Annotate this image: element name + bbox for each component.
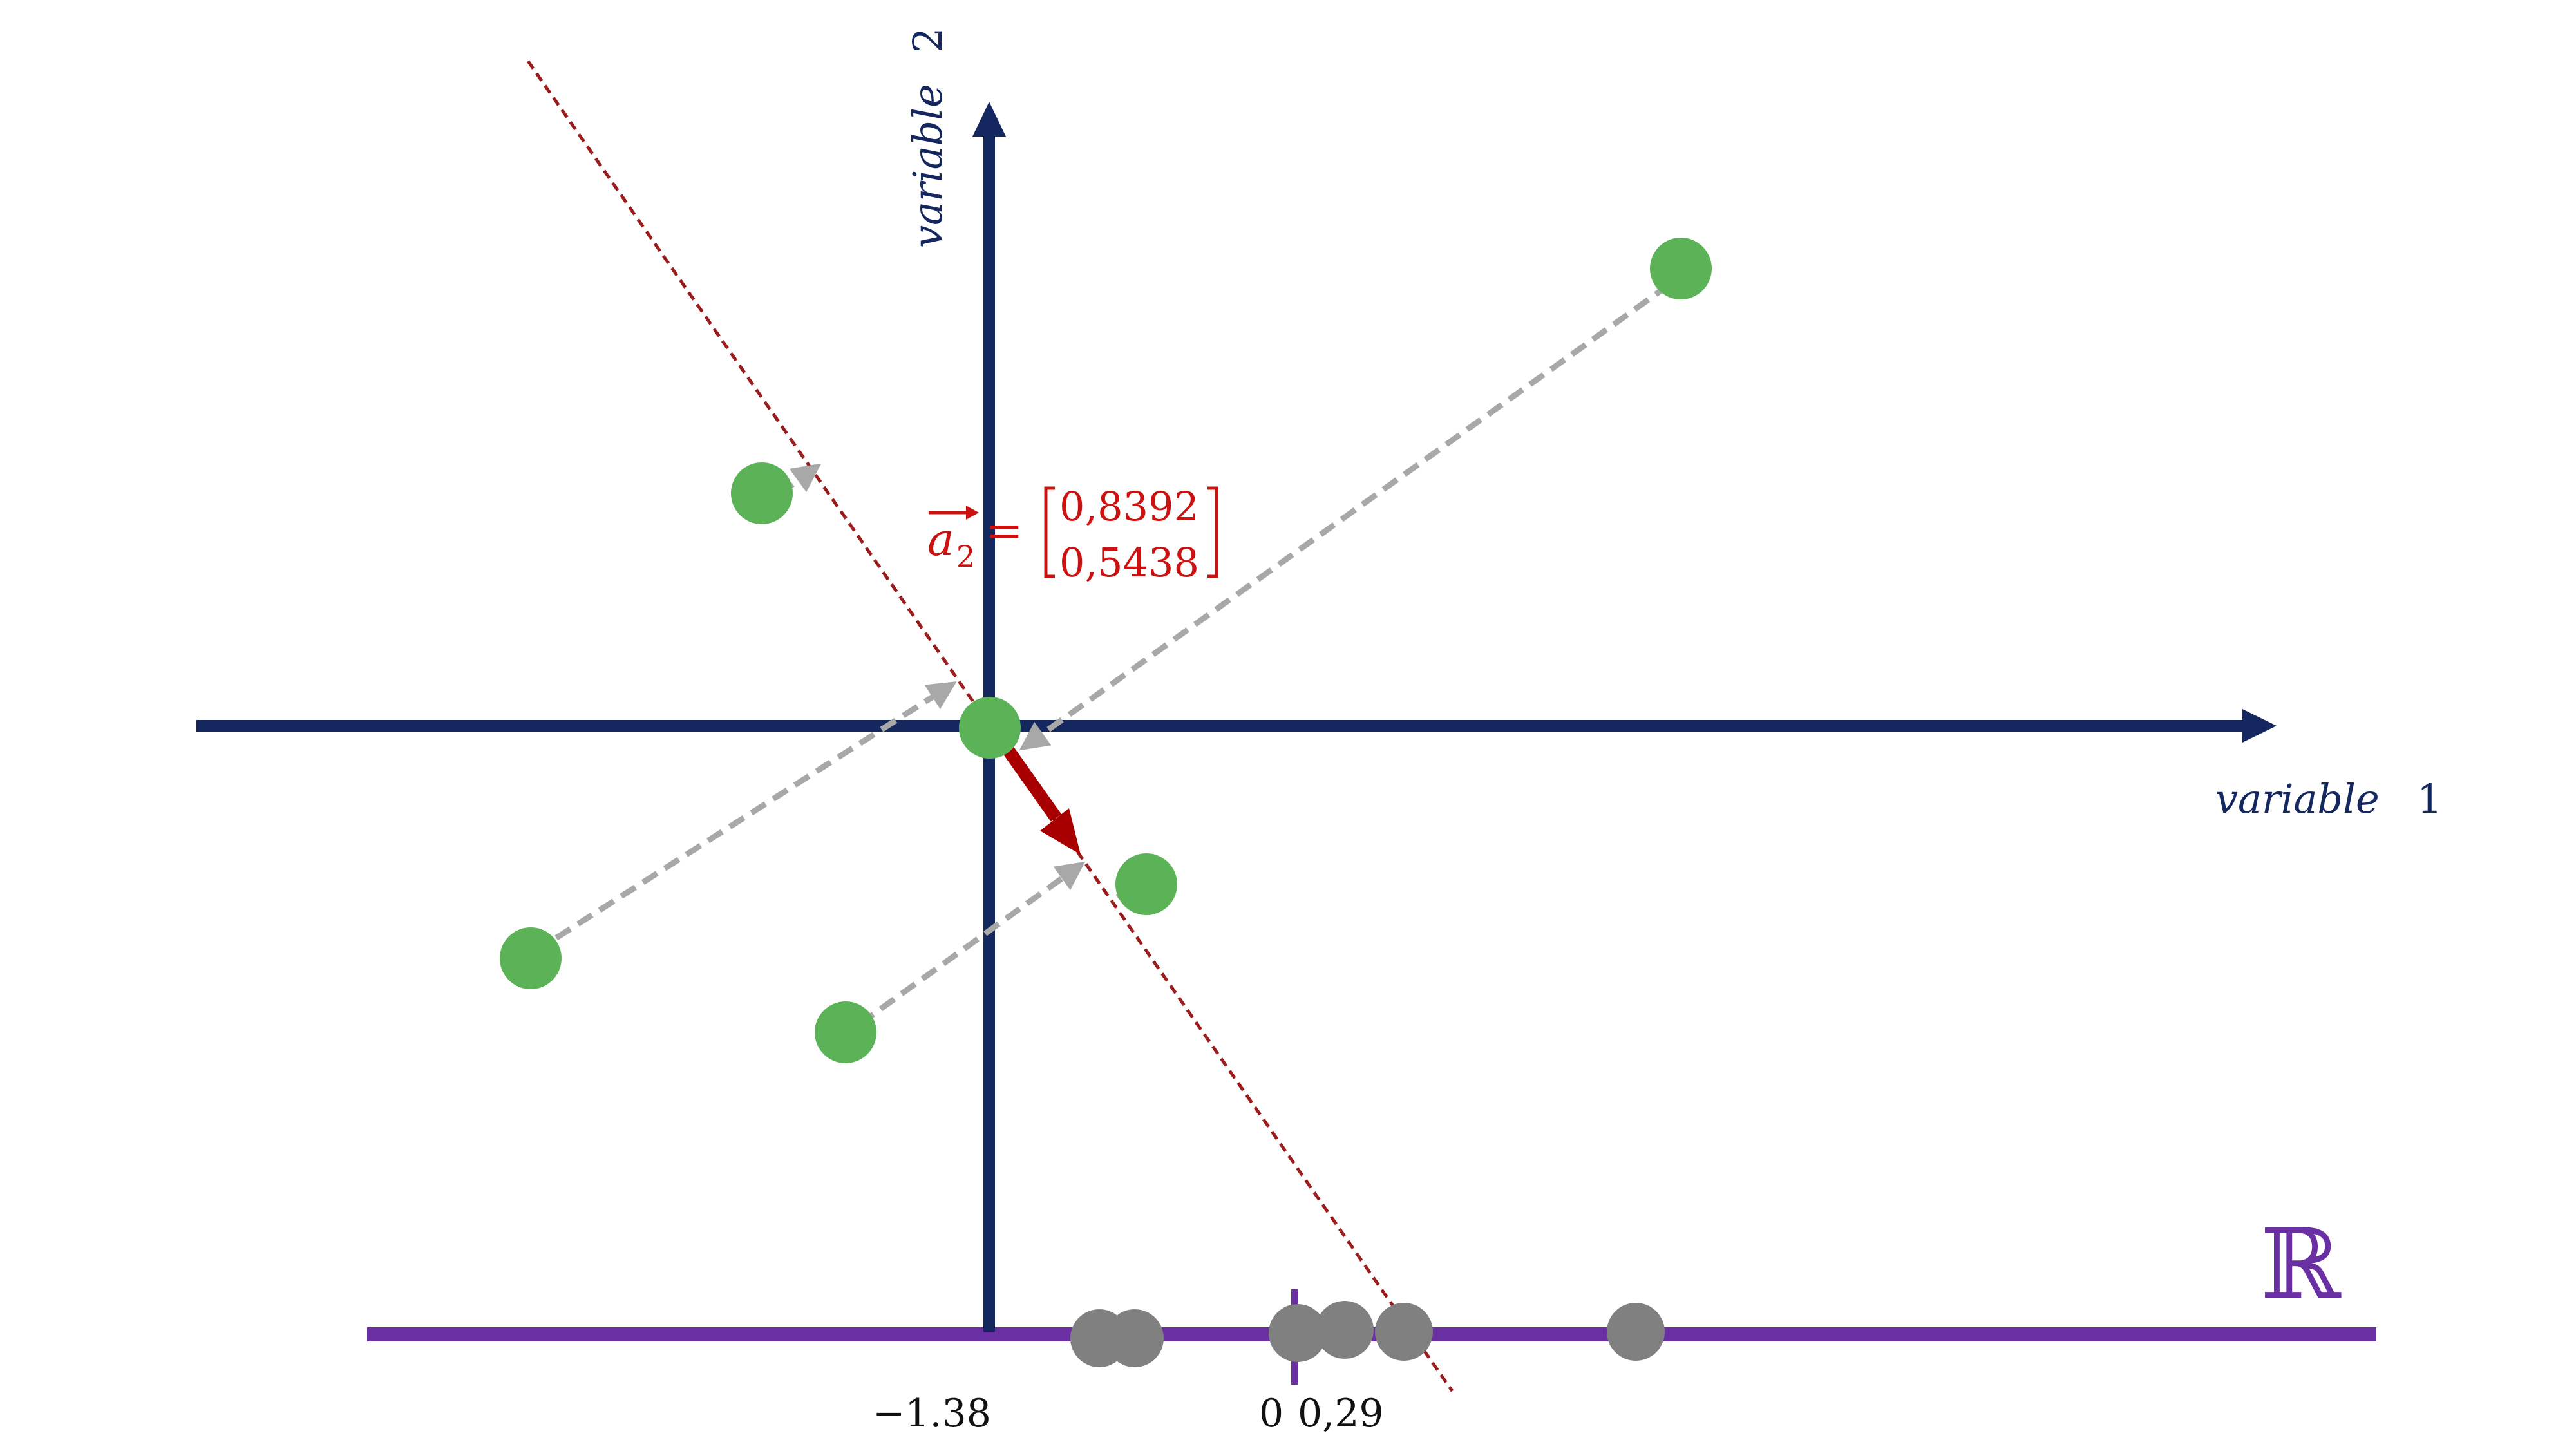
- vector-equals: =: [985, 504, 1023, 557]
- tick-label-left: −1.38: [873, 1391, 991, 1436]
- data-point: [1115, 853, 1177, 915]
- projected-point: [1316, 1301, 1374, 1359]
- vector-arrowhead: [1040, 808, 1081, 855]
- vector-label: a 2 = 0,8392 0,5438: [927, 483, 1218, 586]
- y-axis-label: variable 2: [904, 28, 951, 248]
- data-points: [500, 238, 1712, 1063]
- x-axis-arrowhead: [2242, 709, 2277, 743]
- projection-arrow: [533, 681, 957, 954]
- projection-arrow: [858, 861, 1086, 1027]
- data-point: [731, 462, 793, 524]
- x-axis-label-word: variable: [2215, 775, 2380, 822]
- projection-arrow: [1019, 282, 1671, 751]
- projected-points: [1070, 1301, 1665, 1367]
- y-axis-arrowhead: [972, 102, 1006, 137]
- projected-point: [1375, 1303, 1433, 1361]
- projected-point: [1106, 1309, 1164, 1367]
- vector-left-bracket: [1044, 486, 1055, 578]
- y-axis-label-word: variable: [904, 84, 951, 248]
- vector-name: a: [927, 513, 954, 566]
- real-line-symbol-icon: ℝ: [2260, 1209, 2342, 1321]
- data-point: [959, 697, 1021, 759]
- vector-component-1: 0,8392: [1059, 483, 1199, 530]
- x-axis-label-number: 1: [2417, 775, 2442, 822]
- projection-line: [526, 60, 1454, 1392]
- vector-right-bracket: [1208, 486, 1218, 578]
- vector-arrow: [996, 737, 1062, 822]
- projected-point: [1607, 1303, 1665, 1361]
- data-point: [815, 1001, 876, 1063]
- y-axis-label-number: 2: [904, 28, 951, 53]
- data-point: [500, 927, 562, 989]
- vector-component-2: 0,5438: [1059, 539, 1199, 586]
- projected-point: [1269, 1304, 1327, 1362]
- projection-arrows: [533, 282, 1671, 1027]
- vector-overarrow-head: [966, 506, 979, 520]
- vector-subscript: 2: [956, 539, 975, 574]
- x-axis-label: variable 1: [2215, 775, 2442, 822]
- data-point: [1650, 238, 1712, 299]
- tick-label-zero: 0: [1259, 1391, 1283, 1436]
- tick-label-right: 0,29: [1298, 1391, 1384, 1436]
